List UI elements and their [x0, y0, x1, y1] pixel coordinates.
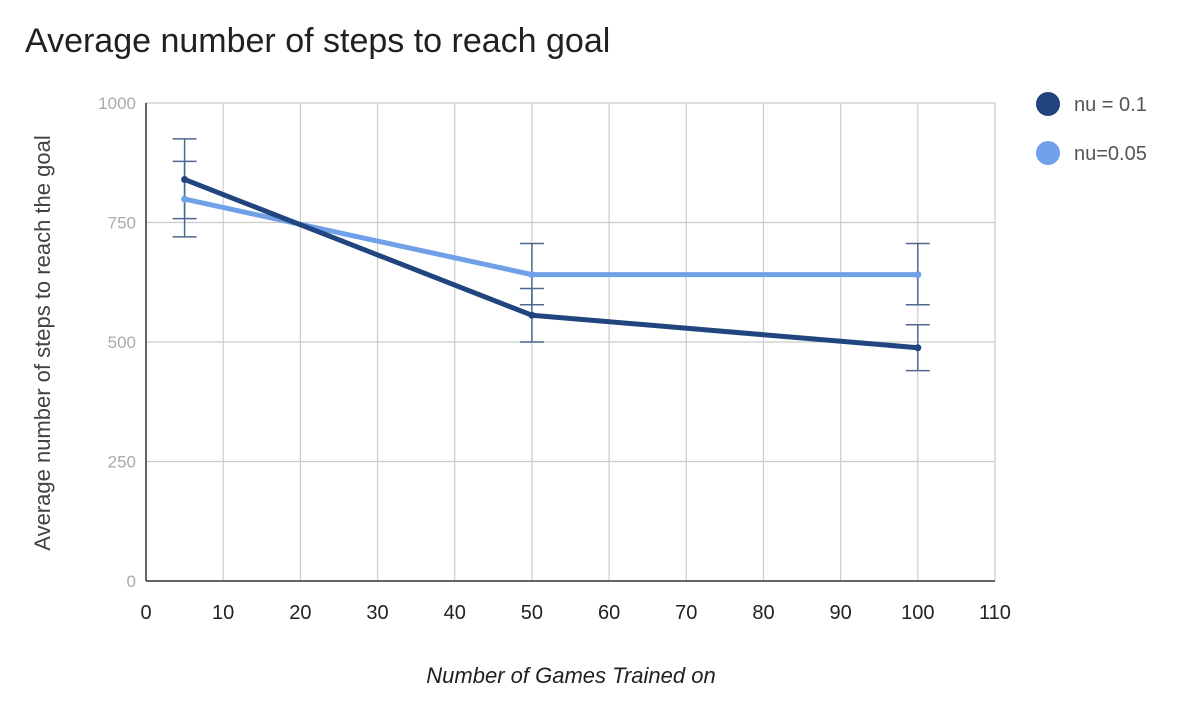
data-point	[528, 311, 536, 319]
legend: nu = 0.1 nu=0.05	[1036, 92, 1147, 165]
legend-label: nu = 0.1	[1074, 94, 1147, 116]
x-tick-label: 0	[140, 602, 151, 624]
y-tick-label: 250	[108, 453, 136, 472]
legend-label: nu=0.05	[1074, 143, 1147, 165]
y-tick-label: 1000	[98, 94, 136, 113]
data-point	[528, 271, 536, 279]
y-tick-label: 500	[108, 333, 136, 352]
axes	[145, 103, 995, 582]
x-tick-label: 50	[521, 602, 543, 624]
x-tick-label: 70	[675, 602, 697, 624]
x-axis-label: Number of Games Trained on	[426, 663, 715, 688]
x-tick-label: 90	[830, 602, 852, 624]
series-line	[182, 196, 921, 278]
x-tick-label: 30	[366, 602, 388, 624]
x-tick-label: 100	[901, 602, 934, 624]
x-tick-label: 80	[752, 602, 774, 624]
legend-marker	[1036, 92, 1060, 116]
data-point	[914, 344, 922, 352]
data-point	[181, 195, 189, 203]
x-tick-label: 40	[444, 602, 466, 624]
error-bars	[172, 138, 930, 372]
legend-marker	[1036, 141, 1060, 165]
data-point	[181, 175, 189, 183]
y-tick-label: 0	[127, 572, 136, 591]
x-tick-label: 20	[289, 602, 311, 624]
data-point	[914, 271, 922, 279]
x-tick-label: 60	[598, 602, 620, 624]
y-axis-label: Average number of steps to reach the goa…	[30, 135, 55, 550]
y-tick-label: 750	[108, 214, 136, 233]
x-tick-labels: 0 10 20 30 40 50 60 70 80 90 100 110	[140, 602, 1011, 624]
series	[181, 175, 922, 352]
chart-title: Average number of steps to reach goal	[25, 22, 611, 60]
x-tick-label: 10	[212, 602, 234, 624]
y-tick-labels: 0 250 500 750 1000	[98, 94, 136, 591]
x-tick-label: 110	[979, 602, 1011, 624]
series-line	[182, 176, 921, 351]
